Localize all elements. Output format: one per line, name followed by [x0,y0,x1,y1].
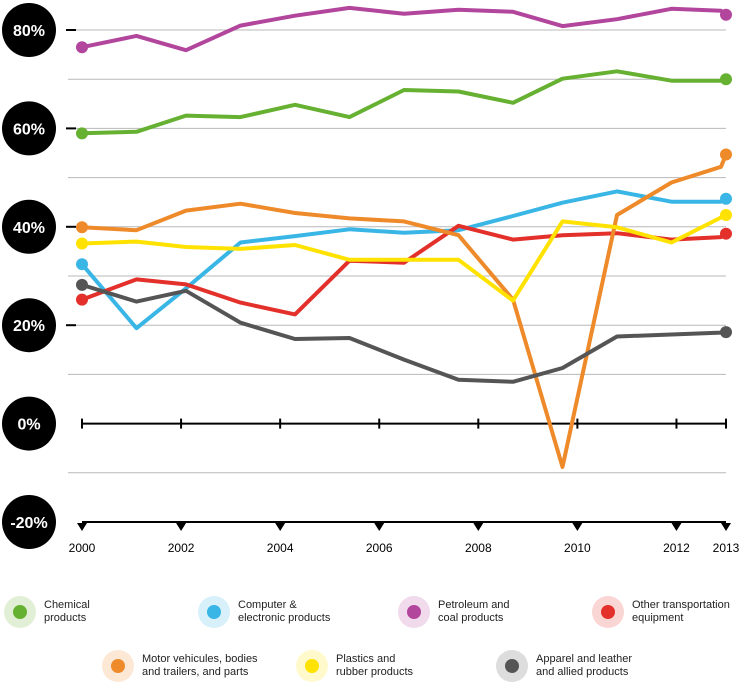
series-chemical-products [76,69,732,140]
y-tick-badge [2,298,56,353]
x-tick-triangle [572,523,583,531]
y-tick-badge [2,101,56,156]
y-tick-label: 60% [2,101,56,156]
x-tick-label: 2002 [168,541,195,555]
legend-item: Plastics and rubber products [296,650,413,682]
legend-label: Plastics and rubber products [336,653,414,678]
legend-item: Other transportation equipment [592,596,730,628]
series-end-point [720,192,732,205]
series-lines [76,5,732,469]
x-tick-triangle [374,523,385,531]
y-axis-labels: 80% 60% 40% 20% 0% -20% [2,3,56,549]
series-start-point [76,293,88,306]
x-tick-triangle [176,523,187,531]
series-start-point [76,41,88,54]
series-end-point [720,208,732,221]
legend-dot [207,605,221,619]
x-tick-label: 2006 [366,541,393,555]
legend-item: Chemical products [4,596,90,628]
legend-item: Apparel and leather and allied products [496,650,632,682]
series-start-point [76,258,88,271]
x-axis: 2000 2002 2004 2006 2008 2010 2012 2013 [69,418,740,555]
legend-item: Petroleum and coal products [398,596,510,628]
legend-item: Motor vehicules, bodies and trailers, an… [102,650,258,682]
series-start-point [76,221,88,234]
series-end-point [720,73,732,86]
y-tick-text: 80% [13,23,45,40]
gridlines [66,29,726,474]
y-tick-badge [2,3,56,57]
x-tick-triangle [721,523,731,531]
series-line [80,223,728,317]
legend-label: Other transportation equipment [632,599,730,624]
legend-swatch [4,596,36,628]
series-end-point [720,227,732,240]
legend-dot [505,659,519,673]
legend-label: Computer & electronic products [238,599,331,624]
series-motor-vehicules-bodies-and-trailers-and-parts [76,148,732,469]
y-tick-label: 80% [2,3,56,57]
legend-dot [13,605,27,619]
legend-label: Motor vehicules, bodies and trailers, an… [142,653,258,678]
x-tick-label: 2012 [663,541,690,555]
y-tick-text: 40% [13,220,45,237]
y-tick-label: 40% [2,199,56,254]
series-end-point [720,8,732,21]
x-tick-label: 2013 [713,541,740,555]
series-line [80,189,728,331]
series-start-point [76,278,88,291]
legend-swatch [296,650,328,682]
x-tick-triangle [473,523,484,531]
legend-swatch [102,650,134,682]
series-end-point [720,326,732,339]
x-tick-label: 2000 [69,541,96,555]
series-petroleum-and-coal-products [76,5,732,54]
legend-swatch [592,596,624,628]
x-tick-label: 2004 [267,541,294,555]
series-other-transportation-equipment [76,223,732,317]
legend-dot [601,605,615,619]
series-plastics-and-rubber-products [76,208,732,303]
y-tick-text: 0% [17,417,40,434]
legend-dot [305,659,319,673]
y-tick-text: -20% [10,515,47,532]
y-tick-badge [2,199,56,254]
y-tick-label: 0% [2,396,56,451]
legend-label: Petroleum and coal products [438,599,510,624]
legend-item: Computer & electronic products [198,596,330,628]
y-tick-text: 60% [13,121,45,138]
series-line [80,152,728,469]
series-end-point [720,148,732,161]
legend-label: Chemical products [44,599,90,624]
legend-swatch [398,596,430,628]
series-start-point [76,127,88,140]
legend-swatch [496,650,528,682]
legend-swatch [198,596,230,628]
legend-dot [407,605,421,619]
series-line [80,69,728,136]
series-start-point [76,237,88,250]
x-tick-triangle [77,523,87,531]
legend-label: Apparel and leather and allied products [536,653,633,678]
y-tick-label: -20% [2,495,56,549]
y-tick-badge [2,495,56,549]
x-tick-label: 2008 [465,541,492,555]
x-tick-label: 2010 [564,541,591,555]
y-tick-label: 20% [2,298,56,353]
series-line [80,213,728,303]
x-tick-triangle [275,523,286,531]
series-line [80,282,728,384]
series-computer-electronic-products [76,189,732,331]
legend-dot [111,659,125,673]
series-line [80,5,728,53]
y-tick-badge [2,396,56,451]
series-apparel-and-leather-and-allied-products [76,278,732,384]
x-tick-triangle [671,523,682,531]
y-tick-text: 20% [13,318,45,335]
